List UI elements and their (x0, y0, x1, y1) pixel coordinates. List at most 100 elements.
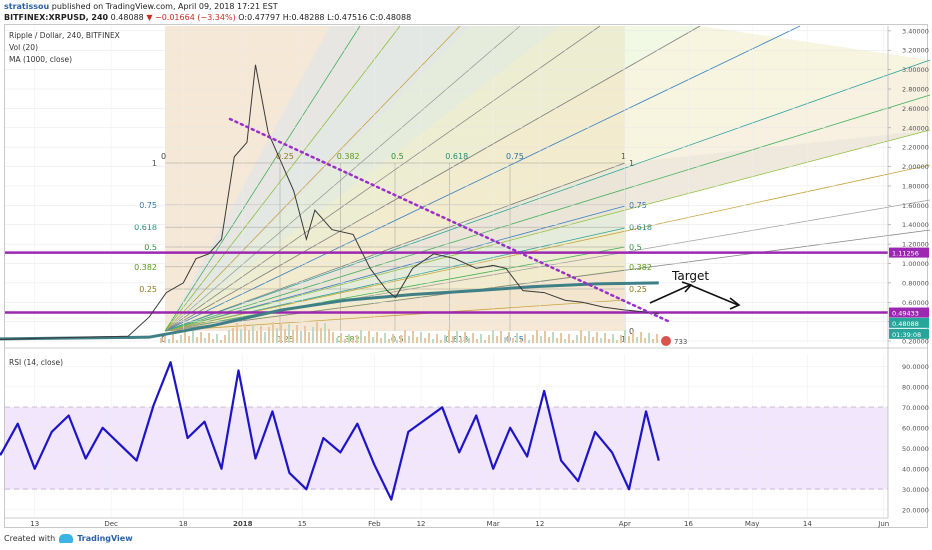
volume-bar (432, 339, 434, 343)
volume-bar (460, 337, 462, 343)
volume-bar (500, 331, 502, 343)
volume-bar (332, 332, 334, 343)
fan-zone (165, 26, 930, 331)
price-tag (889, 247, 929, 258)
volume-bar (356, 335, 358, 343)
volume-bar (404, 330, 406, 343)
last-price: 0.48088 (110, 13, 144, 22)
volume-bar (236, 323, 238, 343)
volume-bar (596, 332, 598, 343)
fan-ray (164, 25, 801, 332)
fan-ratio-top-label: 0.382 (337, 152, 360, 161)
price-tag (889, 317, 929, 328)
volume-bar (640, 332, 642, 343)
fan-ratio-left-label: 0.25 (139, 285, 157, 294)
volume-bar (560, 333, 562, 343)
volume-bar (644, 338, 646, 343)
price-tick-label: 2.60000 (902, 105, 929, 113)
volume-bar (216, 334, 218, 343)
fan-ray (164, 164, 931, 332)
price-tick-label: 2.40000 (902, 124, 929, 132)
volume-bar (280, 323, 282, 343)
volume-bar (244, 324, 246, 343)
volume-bar (536, 330, 538, 343)
volume-bar (436, 334, 438, 343)
price-change: ▼ −0.01664 (−3.34%) (146, 13, 236, 22)
volume-bar (300, 331, 302, 343)
volume-bar (656, 334, 658, 343)
volume-bar (496, 336, 498, 343)
flag-icon (661, 336, 671, 346)
volume-bar (228, 330, 230, 343)
volume-bar (520, 339, 522, 343)
volume-bar (192, 331, 194, 343)
fan-ratio-right-label: 1 (629, 159, 634, 168)
volume-bar (544, 331, 546, 343)
price-tick-label: 1.00000 (902, 260, 929, 268)
price-tick-label: 2.20000 (902, 144, 929, 152)
rsi-legend: RSI (14, close) (9, 358, 63, 367)
target-arrow-head-up (681, 281, 693, 293)
volume-bar (344, 339, 346, 343)
volume-bar (456, 331, 458, 343)
volume-bar (592, 337, 594, 343)
fan-ratio-left-label: 0.382 (134, 263, 157, 272)
volume-bar (608, 339, 610, 343)
volume-bar (200, 332, 202, 343)
ma-1000-line (0, 281, 659, 341)
symbol-line: BITFINEX:XRPUSD, 240 0.48088 ▼ −0.01664 … (4, 13, 411, 22)
volume-bar (260, 326, 262, 343)
tradingview-brand-link[interactable]: TradingView (77, 534, 133, 543)
volume-bar (636, 337, 638, 343)
volume-bar (316, 322, 318, 343)
volume-badge-label: 733 (674, 338, 687, 346)
rsi-tick-label: 50.0000 (902, 445, 929, 453)
volume-bar (232, 328, 234, 343)
time-tick-label: Mar (487, 520, 500, 528)
volume-legend: Vol (20) (9, 43, 38, 52)
volume-bar (452, 336, 454, 343)
volume-bar (652, 339, 654, 343)
fan-ray (164, 25, 521, 332)
volume-bar (532, 335, 534, 343)
volume-bar (444, 335, 446, 343)
volume-bar (580, 330, 582, 343)
publish-line: stratissou published on TradingView.com,… (4, 2, 278, 11)
volume-bar (572, 340, 574, 343)
fan-ratio-top-label: 0.5 (391, 152, 404, 161)
volume-bar (360, 330, 362, 343)
fan-ray (164, 129, 931, 332)
price-line (0, 64, 659, 341)
author-link[interactable]: stratissou (4, 2, 50, 11)
volume-bar (196, 337, 198, 343)
volume-bar (272, 322, 274, 343)
volume-bar (264, 332, 266, 343)
ma-legend: MA (1000, close) (9, 55, 72, 64)
created-with-label: Created with (4, 534, 56, 543)
rsi-tick-label: 70.0000 (902, 404, 929, 412)
volume-bar (352, 340, 354, 343)
target-label: Target (671, 269, 709, 283)
volume-bar (180, 335, 182, 343)
countdown-label: 01:39:08 (892, 331, 921, 339)
volume-bar (448, 330, 450, 343)
fan-ratio-right-label: 0.618 (629, 223, 652, 232)
volume-bar (548, 337, 550, 343)
symbol-label: BITFINEX:XRPUSD, 240 (4, 13, 109, 22)
price-tick-label: 1.20000 (902, 241, 929, 249)
time-tick-label: 18 (179, 520, 188, 528)
volume-bar (276, 328, 278, 343)
fan-ratio-bottom-label: 0.5 (391, 335, 404, 344)
time-tick-label: 15 (298, 520, 307, 528)
time-tick-label: 2018 (233, 520, 253, 528)
volume-bar (420, 332, 422, 343)
price-tick-label: 0.20000 (902, 338, 929, 346)
volume-bar (424, 338, 426, 343)
rsi-tick-label: 80.0000 (902, 383, 929, 391)
fan-ratio-bottom-label: 1 (621, 335, 626, 344)
volume-bar (488, 335, 490, 343)
volume-bar (368, 331, 370, 343)
volume-bar (284, 329, 286, 343)
volume-bar (372, 337, 374, 343)
